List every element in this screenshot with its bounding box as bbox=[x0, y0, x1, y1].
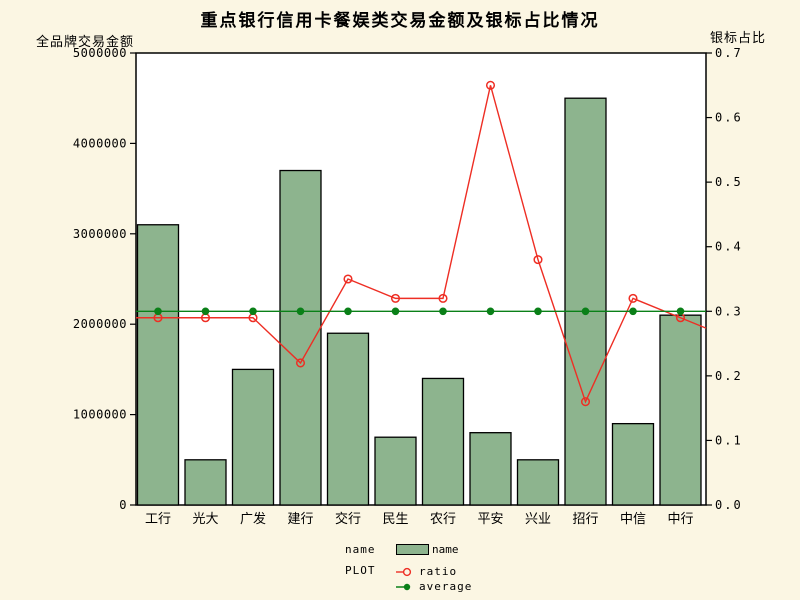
average-marker bbox=[344, 307, 352, 316]
right-axis-tick-label: 0.2 bbox=[715, 369, 743, 383]
average-marker bbox=[296, 307, 305, 316]
x-axis-category-label: 中行 bbox=[667, 511, 693, 526]
average-marker bbox=[154, 307, 162, 316]
average-marker-icon bbox=[396, 583, 411, 590]
legend-entry-ratio: ratio bbox=[396, 564, 472, 579]
right-axis-tick-label: 0.5 bbox=[715, 175, 743, 189]
bar-招行 bbox=[564, 97, 607, 506]
ratio-marker bbox=[390, 293, 401, 303]
average-marker bbox=[629, 307, 637, 316]
average-marker bbox=[534, 307, 542, 316]
legend: name name PLOT ratio bbox=[345, 543, 472, 594]
chart-title: 重点银行信用卡餐娱类交易金额及银标占比情况 bbox=[200, 11, 600, 30]
legend-row-bars: name name bbox=[345, 543, 472, 556]
left-axis-tick-label: 1000000 bbox=[73, 408, 127, 422]
average-marker bbox=[249, 307, 257, 316]
legend-entry-average: average bbox=[396, 579, 472, 594]
bar-legend-group-label: name bbox=[345, 543, 376, 556]
bar-光大 bbox=[184, 459, 227, 506]
ratio-series-label: ratio bbox=[419, 565, 458, 578]
right-axis-tick-label: 0.0 bbox=[715, 498, 743, 512]
x-axis-category-label: 招行 bbox=[572, 511, 598, 526]
average-marker bbox=[581, 307, 590, 316]
average-marker bbox=[391, 307, 400, 316]
ratio-line bbox=[136, 85, 707, 404]
x-axis-category-label: 民生 bbox=[382, 511, 408, 526]
average-marker bbox=[201, 307, 210, 316]
ratio-marker-icon bbox=[396, 567, 412, 576]
legend-row-plot: PLOT ratio average bbox=[345, 564, 472, 594]
bar-交行 bbox=[326, 332, 370, 506]
right-axis-tick-label: 0.6 bbox=[715, 111, 743, 125]
average-marker bbox=[486, 307, 495, 316]
left-axis-tick-label: 5000000 bbox=[73, 46, 127, 60]
ratio-marker bbox=[628, 293, 638, 303]
bar-兴业 bbox=[516, 459, 560, 506]
bar-平安 bbox=[469, 432, 512, 506]
left-axis-tick-label: 3000000 bbox=[73, 227, 127, 241]
average-marker bbox=[439, 307, 447, 316]
ratio-marker bbox=[343, 274, 353, 284]
left-axis-tick-label: 2000000 bbox=[73, 317, 127, 331]
x-axis-category-label: 交行 bbox=[335, 511, 361, 526]
bar-中行 bbox=[659, 314, 702, 506]
ratio-marker bbox=[533, 255, 543, 265]
bar-广发 bbox=[231, 368, 275, 506]
left-axis-title: 全品牌交易金额 bbox=[36, 34, 135, 49]
bar-legend-swatch-icon bbox=[396, 544, 429, 555]
ratio-marker bbox=[438, 293, 448, 303]
right-axis-tick-label: 0.4 bbox=[715, 240, 743, 254]
bar-工行 bbox=[136, 224, 180, 506]
x-axis-category-label: 广发 bbox=[240, 511, 266, 526]
plot-frame bbox=[135, 52, 707, 506]
plot-legend-entries: ratio average bbox=[396, 564, 472, 594]
bar-中信 bbox=[611, 422, 655, 506]
left-axis-tick-label: 4000000 bbox=[73, 136, 127, 150]
x-axis-category-label: 工行 bbox=[145, 511, 171, 526]
plot-legend-group-label: PLOT bbox=[345, 564, 376, 577]
ratio-marker bbox=[295, 358, 306, 368]
ratio-marker bbox=[485, 80, 496, 90]
bar-民生 bbox=[374, 436, 417, 506]
x-axis-category-label: 农行 bbox=[430, 511, 456, 526]
average-series-label: average bbox=[419, 580, 473, 593]
x-axis-category-label: 兴业 bbox=[525, 511, 551, 526]
x-axis-category-label: 光大 bbox=[192, 511, 218, 526]
x-axis-category-label: 中信 bbox=[620, 511, 646, 526]
right-axis-tick-label: 0.1 bbox=[715, 433, 743, 447]
x-axis-category-label: 建行 bbox=[287, 511, 313, 526]
average-marker bbox=[676, 307, 685, 316]
bar-series-label: name bbox=[432, 543, 459, 556]
ratio-marker bbox=[580, 397, 591, 407]
left-axis-tick-label: 0 bbox=[119, 498, 127, 512]
right-axis-tick-label: 0.7 bbox=[715, 46, 743, 60]
right-axis-tick-label: 0.3 bbox=[715, 304, 743, 318]
bar-农行 bbox=[421, 377, 465, 506]
x-axis-category-label: 平安 bbox=[477, 511, 503, 526]
right-axis-title: 银标占比 bbox=[710, 30, 767, 45]
